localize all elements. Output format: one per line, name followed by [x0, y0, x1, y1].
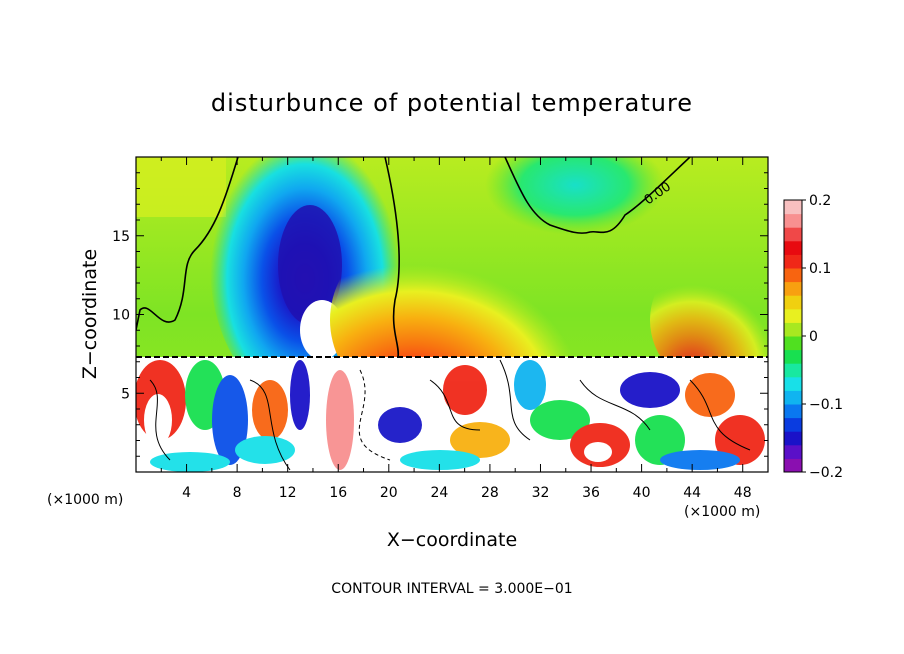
colorbar-swatch — [784, 349, 802, 364]
chart-title: disturbunce of potential temperature — [211, 89, 693, 117]
y-axis-label: Z−coordinate — [79, 249, 101, 379]
colorbar-tick-label: −0.1 — [809, 397, 843, 413]
field-warm-right — [650, 250, 768, 390]
colorbar-tick-label: 0.2 — [809, 193, 831, 209]
colorbar-swatch — [784, 268, 802, 283]
field-lower-blobs — [136, 360, 765, 472]
field-cyan-patch — [485, 157, 665, 235]
colorbar-swatch — [784, 431, 802, 446]
y-axis: 5 10 15 — [112, 172, 768, 457]
x-tick-label: 16 — [329, 485, 347, 501]
colorbar-tick-label: −0.2 — [809, 465, 843, 481]
colorbar — [784, 200, 802, 473]
colorbar-ticks: 0.2 0.1 0 −0.1 −0.2 — [802, 193, 843, 481]
x-tick-label: 36 — [582, 485, 600, 501]
x-unit-right: (×1000 m) — [684, 504, 760, 520]
colorbar-swatch — [784, 444, 802, 459]
plot-area — [136, 157, 768, 472]
x-tick-label: 48 — [734, 485, 752, 501]
field-upper-left — [136, 157, 226, 217]
colorbar-swatch — [784, 254, 802, 269]
colorbar-swatch — [784, 376, 802, 391]
y-tick-label: 10 — [112, 308, 130, 324]
x-tick-label: 44 — [683, 485, 701, 501]
contour-lower-lines — [149, 359, 751, 471]
x-tick-label: 12 — [279, 485, 297, 501]
colorbar-swatch — [784, 322, 802, 337]
colorbar-tick-label: 0.1 — [809, 261, 831, 277]
colorbar-swatch — [784, 458, 802, 473]
x-unit-left: (×1000 m) — [47, 492, 123, 508]
x-axis: 4 8 12 16 20 24 28 32 36 40 44 48 — [160, 157, 752, 501]
colorbar-swatch — [784, 363, 802, 378]
colorbar-swatch — [784, 308, 802, 323]
contour-zero-left — [136, 157, 239, 331]
y-tick-label: 5 — [121, 386, 130, 402]
colorbar-swatch — [784, 390, 802, 405]
x-tick-label: 24 — [430, 485, 448, 501]
colorbar-swatch — [784, 336, 802, 351]
contour-interval-note: CONTOUR INTERVAL = 3.000E−01 — [331, 581, 572, 597]
x-tick-label: 40 — [633, 485, 651, 501]
colorbar-swatch — [784, 213, 802, 228]
x-tick-label: 28 — [481, 485, 499, 501]
x-axis-label: X−coordinate — [387, 529, 517, 551]
colorbar-swatch — [784, 404, 802, 419]
y-tick-label: 15 — [112, 229, 130, 245]
colorbar-swatch — [784, 240, 802, 255]
contour-zero-mid — [384, 157, 400, 358]
colorbar-swatch — [784, 227, 802, 242]
field-cold-core — [278, 205, 342, 325]
contour-zero-right — [504, 157, 691, 234]
x-tick-label: 20 — [380, 485, 398, 501]
colorbar-swatch — [784, 281, 802, 296]
x-tick-label: 4 — [182, 485, 191, 501]
colorbar-swatch — [784, 295, 802, 310]
colorbar-tick-label: 0 — [809, 329, 818, 345]
colorbar-swatch — [784, 417, 802, 432]
x-tick-label: 8 — [233, 485, 242, 501]
colorbar-swatch — [784, 200, 802, 215]
x-tick-label: 32 — [532, 485, 550, 501]
